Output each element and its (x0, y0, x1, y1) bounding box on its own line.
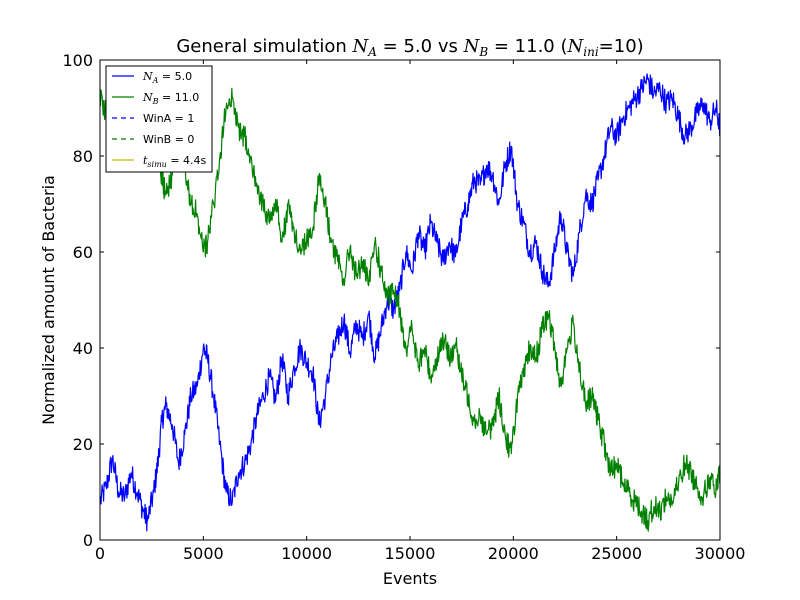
x-tick-label: 10000 (281, 544, 332, 563)
legend-entry: tsimu = 4.4s (143, 154, 207, 169)
x-tick-label: 30000 (695, 544, 746, 563)
y-tick-label: 100 (62, 51, 93, 70)
y-tick-label: 40 (73, 339, 93, 358)
x-tick-label: 15000 (385, 544, 436, 563)
chart-title: General simulation NA = 5.0 vs NB = 11.0… (176, 36, 643, 59)
legend-entry: NB = 11.0 (142, 91, 199, 106)
x-axis-label: Events (383, 569, 437, 588)
x-tick-label: 25000 (591, 544, 642, 563)
legend: NA = 5.0 NB = 11.0 WinA = 1 WinB = 0 tsimu =… (105, 65, 213, 173)
x-tick-label: 20000 (488, 544, 539, 563)
y-tick-label: 80 (73, 147, 93, 166)
legend-entry: WinA = 1 (143, 112, 194, 125)
plot-frame (99, 59, 721, 541)
x-tick-label: 5000 (183, 544, 224, 563)
legend-entry: WinB = 0 (143, 133, 194, 146)
legend-entry: NA = 5.0 (142, 70, 192, 85)
series-line-0 (99, 73, 721, 532)
y-tick-label: 0 (83, 531, 93, 550)
tick-layer: 0 5000 10000 15000 20000 25000 30000 0 20 40 60 80 1… (62, 51, 745, 563)
y-tick-label: 20 (73, 435, 93, 454)
series-line-1 (99, 74, 721, 532)
y-axis-label: Normalized amount of Bacteria (39, 175, 58, 425)
legend-box (105, 65, 213, 173)
y-tick-label: 60 (73, 243, 93, 262)
x-tick-label: 0 (95, 544, 105, 563)
series-layer (99, 73, 721, 532)
